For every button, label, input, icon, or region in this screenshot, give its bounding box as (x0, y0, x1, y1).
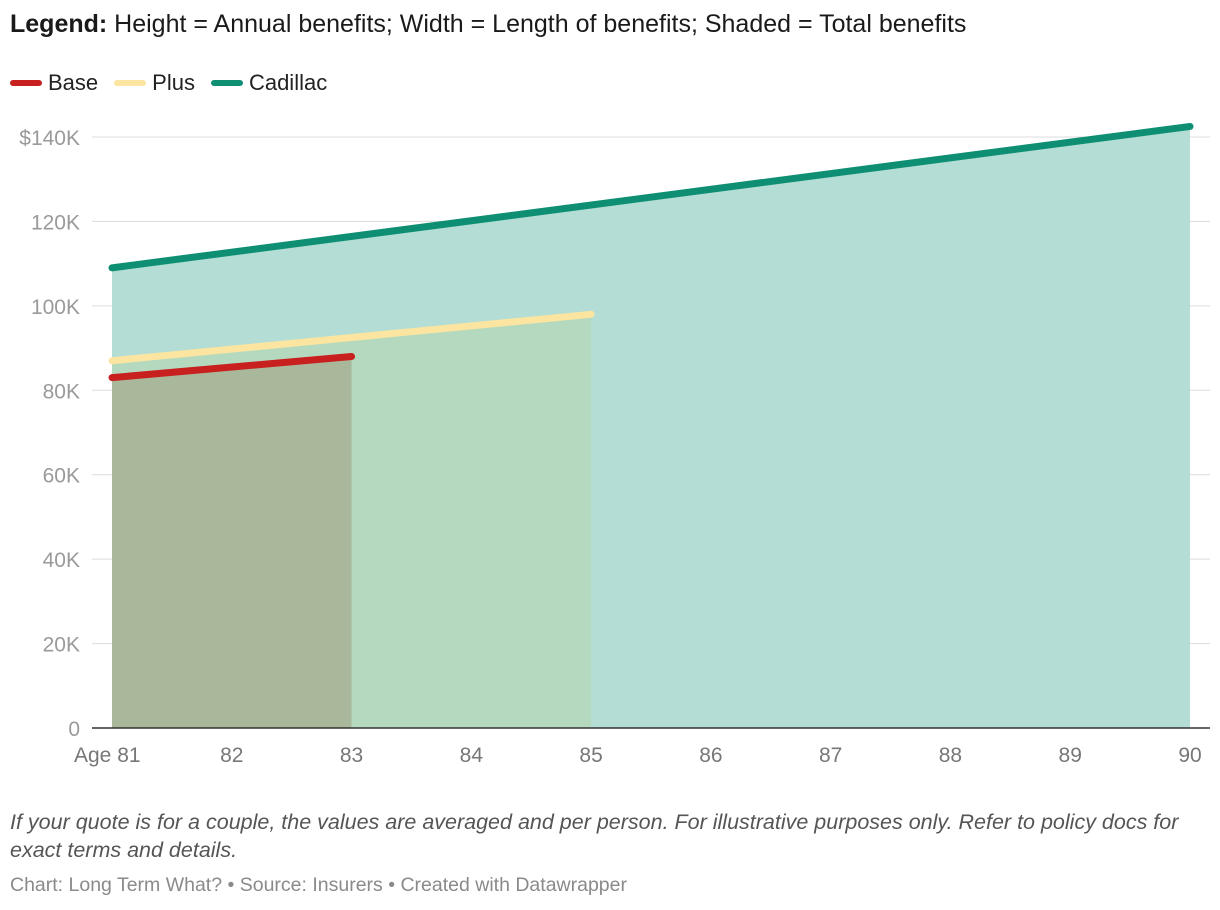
legend-label-cadillac: Cadillac (248, 70, 328, 95)
credit-line: Chart: Long Term What? • Source: Insurer… (10, 874, 627, 896)
y-tick-label: 20K (43, 634, 80, 657)
legend-swatch-cadillac (210, 80, 243, 86)
x-tick-label: 85 (579, 744, 602, 767)
legend-item-cadillac: Cadillac (210, 70, 328, 96)
line-plus (108, 310, 595, 365)
x-tick-label: 84 (460, 744, 484, 767)
x-tick-label: 86 (699, 744, 722, 767)
x-tick-label: 90 (1178, 744, 1201, 767)
x-tick-label: 88 (939, 744, 962, 767)
y-tick-label: 40K (43, 549, 80, 572)
legend-label-plus: Plus (152, 70, 195, 95)
area-layer (112, 126, 1190, 729)
y-tick-label: 0 (68, 718, 80, 741)
y-tick-label: $140K (19, 127, 80, 150)
line-base (108, 353, 356, 382)
subtitle-text: Height = Annual benefits; Width = Length… (107, 10, 967, 38)
x-tick-label: 89 (1059, 744, 1082, 767)
legend-swatch-plus (114, 80, 147, 86)
area-base (112, 356, 352, 728)
legend: Base Plus Cadillac (10, 70, 343, 96)
y-tick-label: 60K (43, 465, 80, 488)
y-tick-label: 80K (43, 380, 80, 403)
subtitle-label: Legend: (10, 10, 108, 38)
chart-plot: 0 20K 40K 60K 80K 100K 120K $140K Age 81 82 83 84 85… (19, 122, 1210, 767)
legend-item-plus: Plus (114, 70, 195, 96)
legend-item-base: Base (10, 70, 98, 96)
legend-swatch-base (10, 80, 42, 86)
axis-layer: 0 20K 40K 60K 80K 100K 120K $140K Age 81 82 83 84 85… (19, 127, 1210, 767)
footnote: If your quote is for a couple, the value… (10, 810, 1179, 862)
line-cadillac (108, 122, 1194, 272)
y-tick-label: 100K (31, 296, 80, 319)
x-tick-label: 82 (220, 744, 243, 767)
legend-label-base: Base (48, 70, 99, 95)
line-layer (108, 122, 1194, 382)
x-tick-label: 87 (819, 744, 842, 767)
x-tick-label: Age 81 (74, 744, 141, 767)
y-tick-label: 120K (31, 211, 80, 234)
chart-subtitle: Legend: Height = Annual benefits; Width … (10, 10, 966, 39)
x-tick-label: 83 (340, 744, 363, 767)
